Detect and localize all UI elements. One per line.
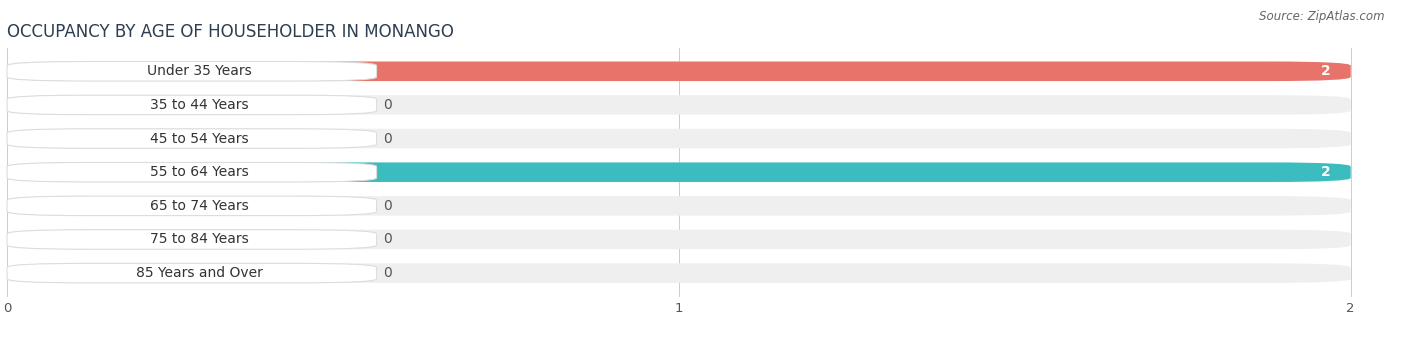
Text: 45 to 54 Years: 45 to 54 Years (150, 132, 249, 146)
Text: 0: 0 (384, 98, 392, 112)
FancyBboxPatch shape (7, 129, 1351, 148)
FancyBboxPatch shape (7, 129, 377, 148)
FancyBboxPatch shape (7, 263, 1351, 283)
Text: 0: 0 (384, 132, 392, 146)
FancyBboxPatch shape (7, 230, 356, 249)
FancyBboxPatch shape (7, 196, 1351, 216)
Text: Under 35 Years: Under 35 Years (146, 64, 252, 78)
Text: 55 to 64 Years: 55 to 64 Years (150, 165, 249, 179)
Text: 35 to 44 Years: 35 to 44 Years (150, 98, 249, 112)
FancyBboxPatch shape (7, 95, 1351, 115)
Text: 75 to 84 Years: 75 to 84 Years (150, 233, 249, 247)
FancyBboxPatch shape (7, 196, 356, 216)
Text: Source: ZipAtlas.com: Source: ZipAtlas.com (1260, 10, 1385, 23)
Text: 0: 0 (384, 266, 392, 280)
Text: 85 Years and Over: 85 Years and Over (136, 266, 263, 280)
Text: 0: 0 (384, 199, 392, 213)
FancyBboxPatch shape (7, 61, 1351, 81)
Text: 2: 2 (1320, 165, 1330, 179)
FancyBboxPatch shape (7, 162, 1351, 182)
FancyBboxPatch shape (7, 230, 377, 249)
Text: 0: 0 (384, 233, 392, 247)
Text: 2: 2 (1320, 64, 1330, 78)
FancyBboxPatch shape (7, 196, 377, 216)
FancyBboxPatch shape (7, 162, 1351, 182)
FancyBboxPatch shape (7, 61, 377, 81)
FancyBboxPatch shape (7, 129, 356, 148)
FancyBboxPatch shape (7, 95, 377, 115)
FancyBboxPatch shape (7, 162, 377, 182)
FancyBboxPatch shape (7, 263, 356, 283)
FancyBboxPatch shape (7, 95, 356, 115)
FancyBboxPatch shape (7, 61, 1351, 81)
Text: OCCUPANCY BY AGE OF HOUSEHOLDER IN MONANGO: OCCUPANCY BY AGE OF HOUSEHOLDER IN MONAN… (7, 23, 454, 41)
Text: 65 to 74 Years: 65 to 74 Years (150, 199, 249, 213)
FancyBboxPatch shape (7, 263, 377, 283)
FancyBboxPatch shape (7, 230, 1351, 249)
